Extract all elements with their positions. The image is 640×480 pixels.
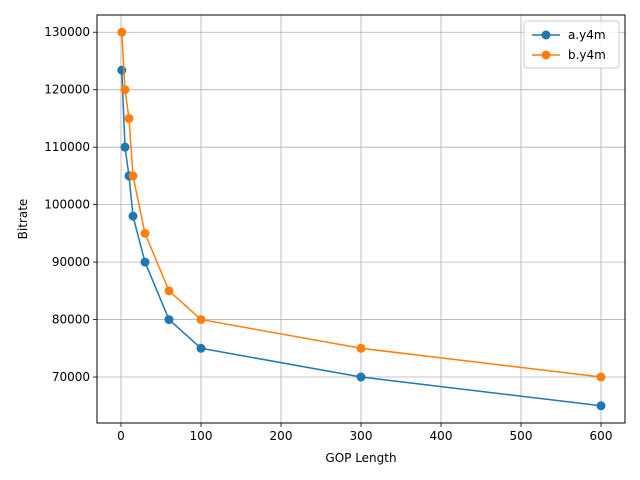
data-point — [164, 315, 174, 325]
y-tick-label: 100000 — [44, 198, 90, 212]
data-point — [128, 171, 138, 181]
y-tick-label: 130000 — [44, 25, 90, 39]
data-point — [128, 211, 138, 221]
data-point — [196, 315, 206, 325]
data-point — [124, 113, 134, 123]
legend-label: a.y4m — [568, 28, 606, 42]
y-tick-label: 110000 — [44, 140, 90, 154]
series-layer — [117, 27, 606, 411]
x-tick-label: 200 — [270, 429, 293, 443]
data-point — [120, 85, 130, 95]
data-point — [356, 372, 366, 382]
y-tick-label: 80000 — [52, 313, 90, 327]
data-point — [120, 142, 130, 152]
y-tick-label: 70000 — [52, 370, 90, 384]
data-point — [117, 27, 127, 37]
x-tick-label: 400 — [430, 429, 453, 443]
data-point — [196, 343, 206, 353]
y-axis-label: Bitrate — [16, 199, 30, 240]
data-point — [117, 65, 127, 75]
series-2 — [117, 27, 606, 382]
data-point — [356, 343, 366, 353]
legend-marker — [541, 30, 551, 40]
legend: a.y4m b.y4m — [523, 20, 620, 69]
x-axis-ticks: 0 100 200 300 400 500 600 — [117, 423, 612, 443]
x-tick-label: 600 — [590, 429, 613, 443]
x-tick-label: 300 — [350, 429, 373, 443]
y-tick-label: 90000 — [52, 255, 90, 269]
data-point — [140, 257, 150, 267]
y-tick-label: 120000 — [44, 83, 90, 97]
x-tick-label: 100 — [190, 429, 213, 443]
legend-label: b.y4m — [568, 48, 606, 62]
x-tick-label: 500 — [510, 429, 533, 443]
series-1 — [117, 65, 606, 411]
y-axis-ticks: 70000 80000 90000 100000 110000 120000 130000 — [44, 25, 97, 384]
data-point — [140, 228, 150, 238]
data-point — [596, 372, 606, 382]
x-tick-label: 0 — [117, 429, 125, 443]
legend-marker — [541, 50, 551, 60]
data-point — [596, 401, 606, 411]
data-point — [164, 286, 174, 296]
x-axis-label: GOP Length — [325, 451, 396, 465]
